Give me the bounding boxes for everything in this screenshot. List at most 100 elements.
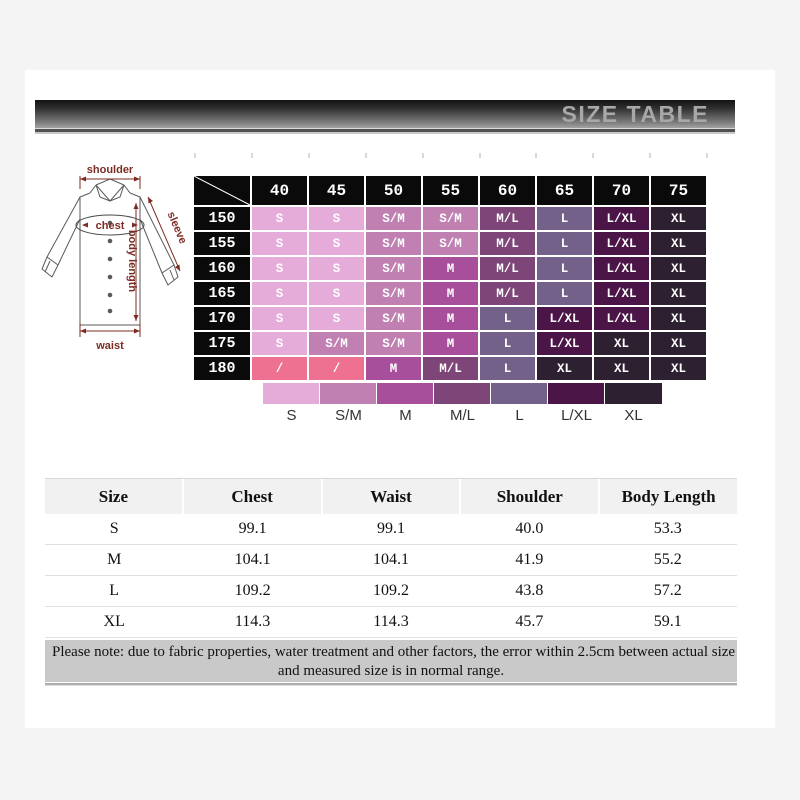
legend-label: S/M [335,407,362,424]
matrix-cell: XL [651,332,706,355]
note-underline [45,683,737,686]
matrix-cell: M [423,307,478,330]
measurement-table: Size Chest Waist Shoulder Body Length S 99.1 9… [45,478,737,638]
matrix-cell: XL [651,307,706,330]
matrix-cell: XL [594,332,649,355]
matrix-cell: L/XL [594,232,649,255]
size-legend-swatches [263,383,662,404]
matrix-weight-header: 70 [594,176,649,205]
ruler-tick [535,153,537,158]
measurement-column-header: Chest [183,479,321,514]
waist-label: waist [95,340,124,352]
measurement-cell: 59.1 [653,613,682,630]
matrix-corner-cell [194,176,250,205]
matrix-cell: S/M [366,232,421,255]
matrix-cell: M/L [480,282,535,305]
matrix-height-label: 165 [194,282,250,305]
ruler-tick [194,153,196,158]
sleeve-label: sleeve [165,210,189,246]
matrix-cell: S/M [309,332,364,355]
measurement-column-header: Size [45,479,182,514]
matrix-cell: S/M [423,207,478,230]
legend-label: S [286,407,297,424]
matrix-weight-header: 50 [366,176,421,205]
matrix-cell: S [309,282,364,305]
matrix-cell: S [252,307,307,330]
matrix-cell: S/M [423,232,478,255]
measurement-cell: 45.7 [515,613,544,630]
ruler-tick [251,153,253,158]
matrix-cell: M [366,357,421,380]
measurement-column-header: Waist [322,479,460,514]
banner-divider-dark [35,129,735,132]
measurement-cell: XL [103,613,125,630]
banner-title: SIZE TABLE [561,100,709,127]
matrix-cell: L [480,307,535,330]
legend-label: M [399,407,412,424]
matrix-cell: S [309,307,364,330]
measurement-cell: 114.3 [234,613,271,630]
matrix-height-label: 170 [194,307,250,330]
measurement-cell: M [107,551,122,568]
matrix-height-label: 175 [194,332,250,355]
matrix-cell: L [537,282,592,305]
matrix-weight-header: 45 [309,176,364,205]
matrix-cell: M [423,282,478,305]
measurement-cell: 41.9 [515,551,544,568]
ruler-tick [479,153,481,158]
banner: SIZE TABLE [35,100,735,128]
matrix-weight-header: 75 [651,176,706,205]
measurement-cell: S [109,520,119,537]
legend-swatch [377,383,434,404]
banner-divider-shadow [35,132,735,134]
matrix-cell: L [537,257,592,280]
legend-swatch [320,383,377,404]
matrix-cell: M/L [480,232,535,255]
legend-swatch [434,383,491,404]
matrix-cell: S [252,257,307,280]
measurement-cell: 109.2 [372,582,409,599]
measurement-cell: 99.1 [238,520,267,537]
matrix-height-label: 180 [194,357,250,380]
measurement-cell: 40.0 [515,520,544,537]
ruler-tick [365,153,367,158]
measurement-marks: shoulder chest body length sleeve [79,164,189,352]
matrix-cell: L/XL [594,207,649,230]
matrix-cell: M/L [480,257,535,280]
matrix-cell: S [309,207,364,230]
matrix-cell: S [252,207,307,230]
matrix-weight-header: 40 [252,176,307,205]
matrix-cell: L [480,332,535,355]
legend-label: L [515,407,524,424]
matrix-cell: S [252,282,307,305]
ruler-tick [706,153,708,158]
measurement-row: L 109.2 109.2 43.8 57.2 [45,576,737,607]
chest-label: chest [96,220,125,232]
matrix-cell: XL [594,357,649,380]
matrix-cell: XL [651,207,706,230]
note-line-1: Please note: due to fabric properties, w… [52,644,736,660]
matrix-cell: S/M [366,307,421,330]
matrix-cell: / [309,357,364,380]
legend-swatch [605,383,662,404]
measurement-cell: L [109,582,120,599]
matrix-cell: XL [651,282,706,305]
matrix-cell: L/XL [537,332,592,355]
matrix-cell: XL [651,232,706,255]
matrix-cell: M/L [423,357,478,380]
matrix-cell: S [252,332,307,355]
legend-swatch [548,383,605,404]
legend-label: XL [624,407,643,424]
measurement-cell: 114.3 [373,613,409,630]
shoulder-label: shoulder [87,164,134,176]
matrix-cell: L/XL [594,257,649,280]
matrix-cell: S/M [366,282,421,305]
measurement-table-body: S 99.1 99.1 40.0 53.3 M 104.1 104.1 41.9 55.2 L 109… [45,514,737,638]
measurement-cell: 104.1 [234,551,271,568]
matrix-weight-header: 55 [423,176,478,205]
size-matrix: 40 45 50 55 60 65 70 75 150 S S S/M S/M M/L L L/XL XL 155… [194,176,706,380]
ruler-tick [649,153,651,158]
matrix-height-label: 160 [194,257,250,280]
matrix-weight-header: 65 [537,176,592,205]
matrix-cell: M [423,332,478,355]
